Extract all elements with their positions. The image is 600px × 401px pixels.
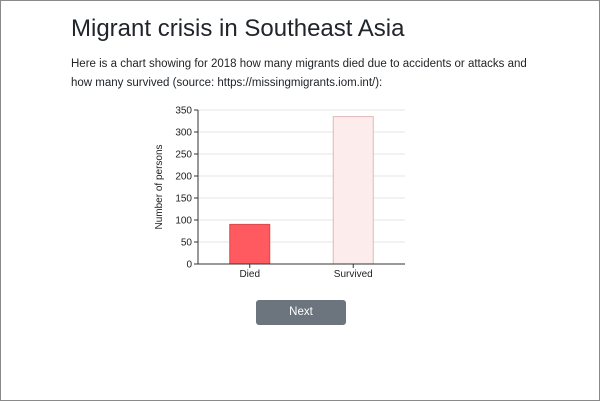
- y-axis-label: Number of persons: [154, 144, 165, 229]
- y-tick-label: 0: [186, 260, 192, 271]
- y-tick-label: 250: [175, 150, 192, 161]
- page-title: Migrant crisis in Southeast Asia: [71, 15, 405, 42]
- y-tick-label: 350: [175, 106, 192, 117]
- y-tick-label: 300: [175, 128, 192, 139]
- bar-chart: 0 50 100 150 200 250 300 350 Died Survived Number …: [154, 106, 405, 280]
- y-tick-label: 100: [175, 216, 192, 227]
- bar-survived: [332, 116, 374, 265]
- bar-died: [229, 223, 271, 265]
- intro-text: Here is a chart showing for 2018 how man…: [71, 58, 527, 89]
- x-tick-label: Survived: [334, 269, 373, 280]
- y-tick-label: 150: [175, 194, 192, 205]
- x-tick-label: Died: [239, 269, 260, 280]
- y-tick-label: 200: [175, 172, 192, 183]
- y-tick-label: 50: [181, 238, 193, 249]
- next-button[interactable]: Next: [256, 300, 346, 325]
